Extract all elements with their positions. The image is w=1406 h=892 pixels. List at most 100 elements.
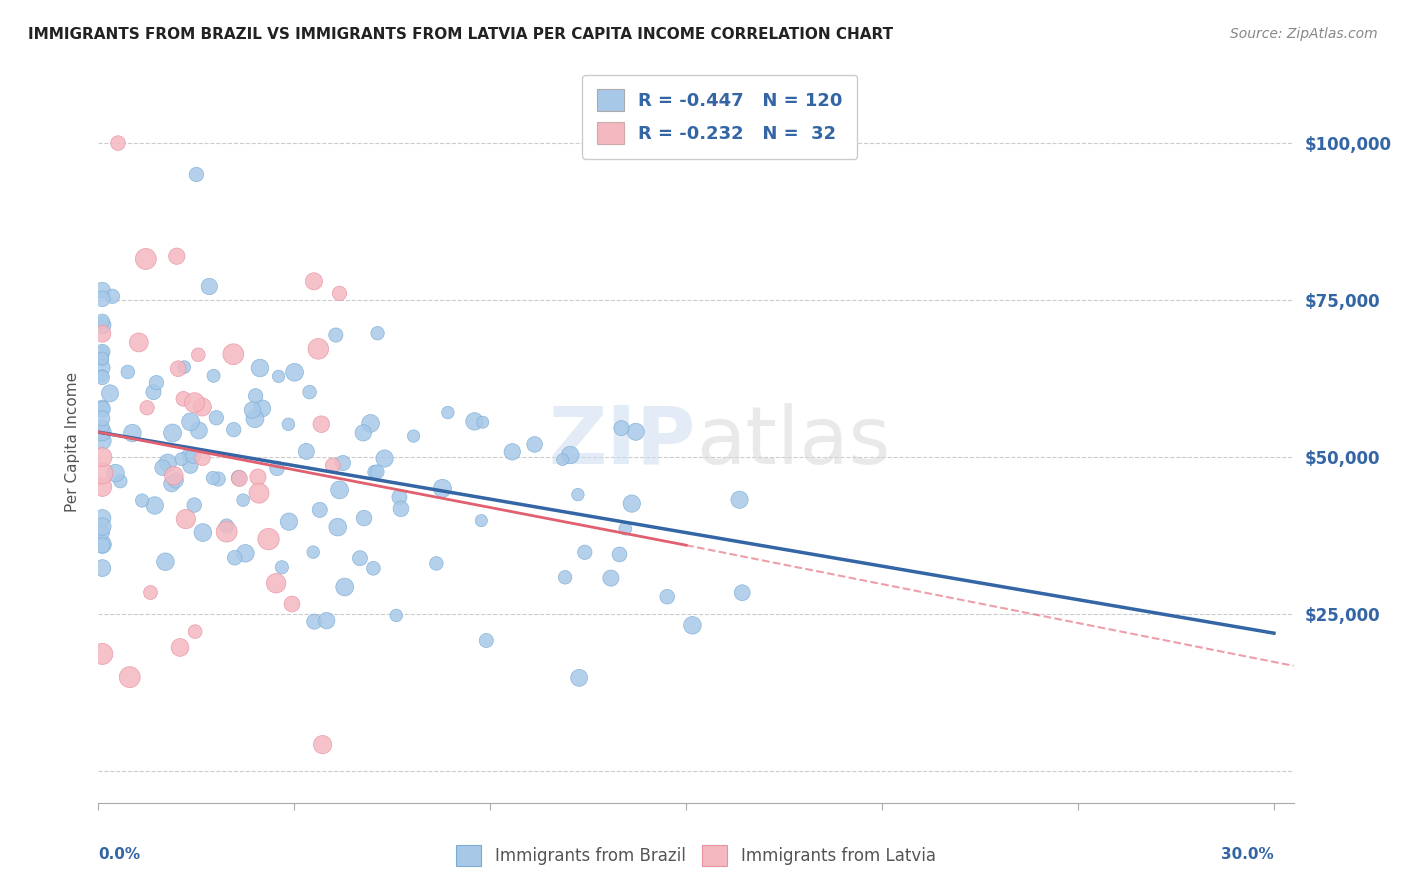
Point — [142, 385, 165, 400]
Point — [163, 468, 186, 483]
Point — [183, 498, 205, 512]
Point — [91, 411, 114, 425]
Point — [91, 467, 114, 481]
Point — [302, 274, 325, 288]
Point — [366, 465, 388, 479]
Point — [352, 425, 374, 440]
Point — [215, 524, 238, 539]
Point — [333, 580, 356, 594]
Point — [322, 458, 344, 473]
Point — [91, 647, 114, 661]
Point — [91, 450, 114, 465]
Point — [201, 471, 224, 485]
Point — [523, 437, 546, 451]
Point — [307, 342, 329, 356]
Point — [160, 476, 183, 491]
Point — [471, 415, 494, 429]
Point — [131, 493, 153, 508]
Point — [207, 472, 229, 486]
Point — [186, 168, 208, 182]
Point — [402, 429, 425, 443]
Point — [389, 501, 412, 516]
Point — [187, 424, 209, 438]
Point — [156, 456, 179, 470]
Point — [187, 348, 209, 362]
Point — [91, 401, 114, 415]
Point — [183, 395, 205, 409]
Point — [425, 557, 447, 571]
Point — [166, 249, 188, 263]
Point — [91, 352, 114, 367]
Point — [328, 286, 350, 301]
Point — [179, 458, 201, 473]
Point — [657, 590, 679, 604]
Point — [215, 519, 238, 533]
Point — [249, 361, 271, 376]
Point — [609, 548, 631, 562]
Point — [152, 460, 174, 475]
Point — [180, 415, 202, 429]
Point — [325, 328, 347, 343]
Point — [731, 585, 754, 599]
Point — [118, 670, 141, 684]
Text: atlas: atlas — [696, 402, 890, 481]
Point — [353, 511, 375, 525]
Point — [277, 417, 299, 432]
Point — [98, 386, 121, 401]
Point — [91, 538, 114, 552]
Point — [385, 608, 408, 623]
Point — [560, 448, 582, 462]
Point — [252, 401, 274, 416]
Point — [91, 283, 114, 297]
Point — [205, 410, 228, 425]
Point — [242, 403, 264, 417]
Point — [267, 369, 290, 384]
Point — [222, 423, 245, 437]
Point — [155, 555, 177, 569]
Point — [169, 640, 191, 655]
Point — [91, 561, 114, 575]
Point — [170, 452, 193, 467]
Point — [315, 614, 337, 628]
Point — [463, 414, 485, 428]
Point — [91, 318, 114, 333]
Point — [117, 365, 139, 379]
Point — [167, 361, 190, 376]
Point — [284, 365, 307, 379]
Point — [278, 515, 301, 529]
Point — [247, 486, 270, 500]
Point — [228, 471, 250, 485]
Point — [104, 466, 127, 480]
Point — [198, 279, 221, 293]
Point — [243, 411, 266, 425]
Point — [302, 545, 325, 559]
Point — [224, 550, 246, 565]
Point — [332, 456, 354, 470]
Point — [599, 571, 621, 585]
Point — [328, 483, 350, 497]
Point — [101, 289, 124, 303]
Point — [295, 444, 318, 458]
Point — [264, 576, 287, 591]
Point — [91, 519, 114, 533]
Point — [91, 425, 114, 439]
Text: IMMIGRANTS FROM BRAZIL VS IMMIGRANTS FROM LATVIA PER CAPITA INCOME CORRELATION C: IMMIGRANTS FROM BRAZIL VS IMMIGRANTS FRO… — [28, 27, 893, 42]
Point — [574, 545, 596, 559]
Point — [228, 471, 250, 485]
Text: ZIP: ZIP — [548, 402, 696, 481]
Legend: Immigrants from Brazil, Immigrants from Latvia: Immigrants from Brazil, Immigrants from … — [449, 837, 943, 874]
Point — [191, 450, 214, 465]
Point — [174, 512, 197, 526]
Point — [107, 136, 129, 150]
Point — [470, 514, 492, 528]
Point — [91, 480, 114, 494]
Point — [610, 421, 633, 435]
Point — [91, 402, 114, 417]
Point — [184, 624, 207, 639]
Point — [222, 347, 245, 361]
Point — [360, 417, 382, 431]
Point — [232, 493, 254, 508]
Point — [191, 400, 214, 414]
Point — [349, 551, 371, 566]
Point — [551, 452, 574, 467]
